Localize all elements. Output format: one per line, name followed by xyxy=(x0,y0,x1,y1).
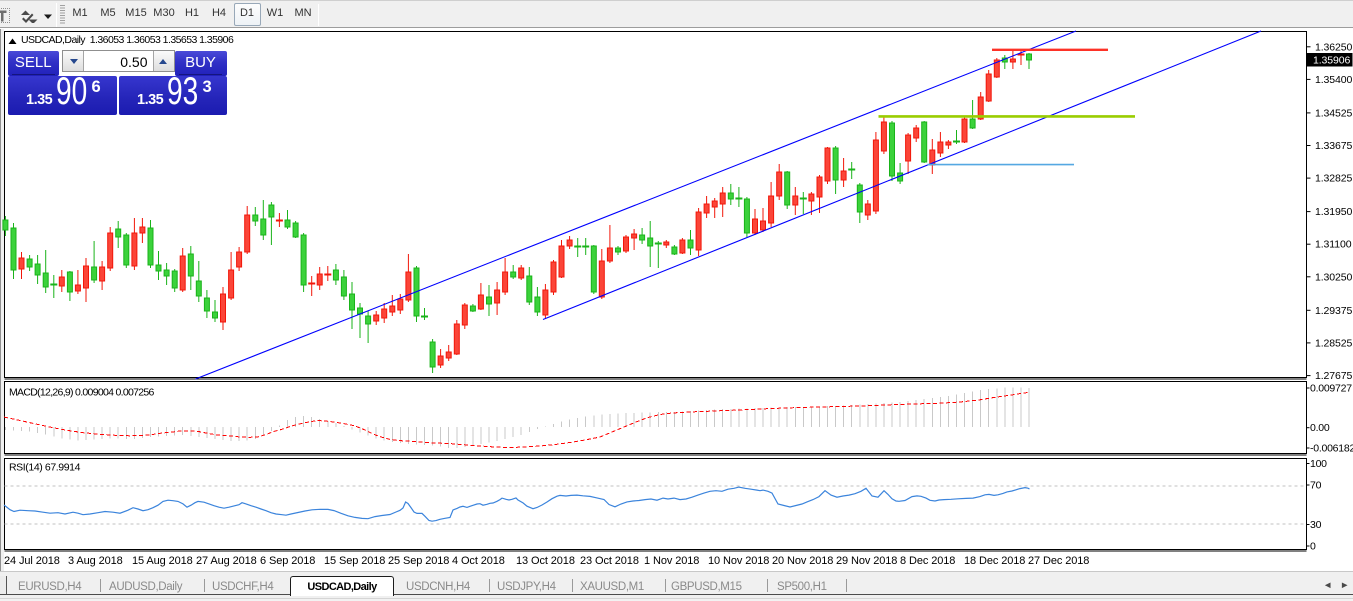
svg-text:15 Sep 2018: 15 Sep 2018 xyxy=(324,555,385,567)
svg-text:23 Oct 2018: 23 Oct 2018 xyxy=(580,555,639,567)
svg-text:29 Nov 2018: 29 Nov 2018 xyxy=(836,555,897,567)
svg-text:0.009727: 0.009727 xyxy=(1310,383,1352,395)
svg-text:10 Nov 2018: 10 Nov 2018 xyxy=(708,555,769,567)
svg-text:1.33675: 1.33675 xyxy=(1315,140,1353,152)
svg-text:MACD(12,26,9) 0.009004 0.00725: MACD(12,26,9) 0.009004 0.007256 xyxy=(9,387,155,399)
svg-text:1.32825: 1.32825 xyxy=(1315,173,1353,185)
svg-text:27 Dec 2018: 27 Dec 2018 xyxy=(1028,555,1089,567)
svg-text:1.30250: 1.30250 xyxy=(1315,271,1353,283)
svg-text:3 Aug 2018: 3 Aug 2018 xyxy=(68,555,123,567)
svg-text:0: 0 xyxy=(1310,541,1316,553)
svg-text:0.00: 0.00 xyxy=(1310,422,1330,434)
svg-text:13 Oct 2018: 13 Oct 2018 xyxy=(516,555,575,567)
svg-text:4 Oct 2018: 4 Oct 2018 xyxy=(452,555,505,567)
svg-text:-0.006182: -0.006182 xyxy=(1310,443,1353,455)
svg-text:1.31950: 1.31950 xyxy=(1315,206,1353,218)
svg-text:8 Dec 2018: 8 Dec 2018 xyxy=(900,555,955,567)
svg-text:RSI(14) 67.9914: RSI(14) 67.9914 xyxy=(9,462,81,474)
svg-text:1.36250: 1.36250 xyxy=(1315,41,1353,53)
svg-text:100: 100 xyxy=(1310,458,1327,470)
svg-text:1.35906: 1.35906 xyxy=(1313,55,1351,67)
svg-text:70: 70 xyxy=(1310,480,1322,492)
svg-text:1.27675: 1.27675 xyxy=(1315,370,1353,382)
svg-text:30: 30 xyxy=(1310,519,1322,531)
svg-text:25 Sep 2018: 25 Sep 2018 xyxy=(388,555,449,567)
svg-text:15 Aug 2018: 15 Aug 2018 xyxy=(132,555,193,567)
svg-text:24 Jul 2018: 24 Jul 2018 xyxy=(4,555,60,567)
svg-text:1.28525: 1.28525 xyxy=(1315,337,1353,349)
svg-text:1 Nov 2018: 1 Nov 2018 xyxy=(644,555,699,567)
svg-text:20 Nov 2018: 20 Nov 2018 xyxy=(772,555,833,567)
svg-text:1.29375: 1.29375 xyxy=(1315,305,1353,317)
svg-text:1.31100: 1.31100 xyxy=(1315,239,1352,251)
svg-text:18 Dec 2018: 18 Dec 2018 xyxy=(964,555,1025,567)
svg-text:1.35400: 1.35400 xyxy=(1315,74,1353,86)
svg-text:1.34525: 1.34525 xyxy=(1315,107,1353,119)
svg-text:27 Aug 2018: 27 Aug 2018 xyxy=(196,555,257,567)
svg-text:6 Sep 2018: 6 Sep 2018 xyxy=(260,555,315,567)
